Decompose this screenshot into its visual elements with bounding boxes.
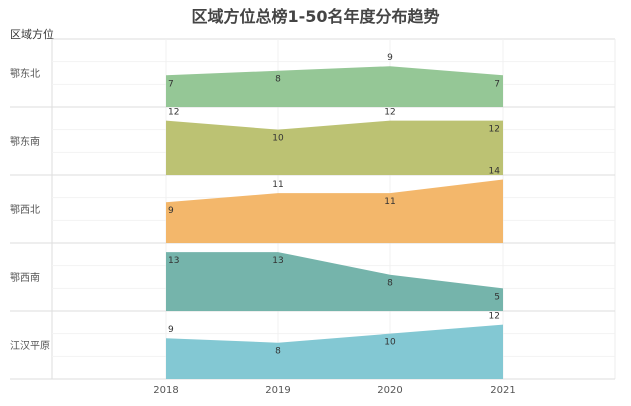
x-tick-label: 2021 (490, 385, 515, 396)
x-tick-label: 2020 (377, 385, 402, 396)
chart-title: 区域方位总榜1-50名年度分布趋势 (191, 7, 440, 26)
x-tick-label: 2018 (153, 385, 178, 396)
area-鄂西北 (166, 179, 503, 243)
data-label: 9 (168, 206, 174, 216)
row-header: 区域方位 (10, 28, 54, 41)
data-label: 13 (168, 256, 179, 266)
data-label: 8 (275, 75, 281, 85)
data-label: 13 (272, 256, 283, 266)
data-label: 9 (387, 53, 393, 63)
area-江汉平原 (166, 324, 503, 379)
data-label: 14 (489, 167, 501, 177)
row-label: 鄂东南 (10, 135, 40, 148)
x-tick-label: 2019 (265, 385, 290, 396)
data-label: 12 (168, 108, 179, 118)
data-label: 12 (489, 125, 500, 135)
row-label: 鄂东北 (10, 67, 40, 80)
area-鄂东北 (166, 66, 503, 107)
row-label: 江汉平原 (10, 340, 50, 352)
data-label: 8 (275, 347, 281, 357)
data-label: 7 (168, 79, 174, 89)
row-label: 鄂西北 (10, 204, 40, 216)
row-label: 鄂西南 (10, 271, 40, 284)
data-label: 5 (494, 292, 500, 302)
data-label: 11 (272, 180, 283, 190)
data-label: 12 (489, 312, 500, 322)
data-label: 10 (384, 338, 396, 348)
data-label: 12 (384, 108, 395, 118)
data-label: 10 (272, 134, 284, 144)
data-label: 11 (384, 197, 395, 207)
area-鄂西南 (166, 252, 503, 311)
area-鄂东南 (166, 120, 503, 175)
data-label: 7 (494, 79, 500, 89)
data-label: 9 (168, 325, 174, 335)
data-label: 8 (387, 279, 393, 289)
